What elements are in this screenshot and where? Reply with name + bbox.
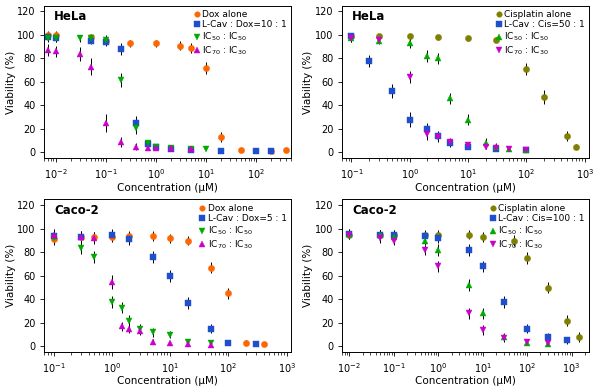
X-axis label: Concentration (μM): Concentration (μM) bbox=[415, 183, 516, 192]
Text: HeLa: HeLa bbox=[55, 10, 88, 23]
Legend: Dox alone, L-Cav : Dox=10 : 1, IC$_{50}$ : IC$_{50}$, IC$_{70}$ : IC$_{30}$: Dox alone, L-Cav : Dox=10 : 1, IC$_{50}$… bbox=[192, 8, 289, 59]
Legend: Cisplatin alone, L-Cav : Cis=100 : 1, IC$_{50}$ : IC$_{50}$, IC$_{70}$ : IC$_{30: Cisplatin alone, L-Cav : Cis=100 : 1, IC… bbox=[488, 202, 587, 253]
Y-axis label: Viability (%): Viability (%) bbox=[5, 50, 16, 114]
Text: HeLa: HeLa bbox=[352, 10, 386, 23]
X-axis label: Concentration (μM): Concentration (μM) bbox=[118, 183, 218, 192]
Y-axis label: Viability (%): Viability (%) bbox=[304, 244, 313, 307]
Y-axis label: Viability (%): Viability (%) bbox=[5, 244, 16, 307]
Text: Caco-2: Caco-2 bbox=[352, 204, 397, 217]
Text: Caco-2: Caco-2 bbox=[55, 204, 99, 217]
Y-axis label: Viability (%): Viability (%) bbox=[304, 50, 313, 114]
X-axis label: Concentration (μM): Concentration (μM) bbox=[118, 376, 218, 387]
X-axis label: Concentration (μM): Concentration (μM) bbox=[415, 376, 516, 387]
Legend: Dox alone, L-Cav : Dox=5 : 1, IC$_{50}$ : IC$_{50}$, IC$_{70}$ : IC$_{30}$: Dox alone, L-Cav : Dox=5 : 1, IC$_{50}$ … bbox=[198, 202, 289, 253]
Legend: Cisplatin alone, L-Cav : Cis=50 : 1, IC$_{50}$ : IC$_{50}$, IC$_{70}$ : IC$_{30}: Cisplatin alone, L-Cav : Cis=50 : 1, IC$… bbox=[494, 8, 587, 59]
